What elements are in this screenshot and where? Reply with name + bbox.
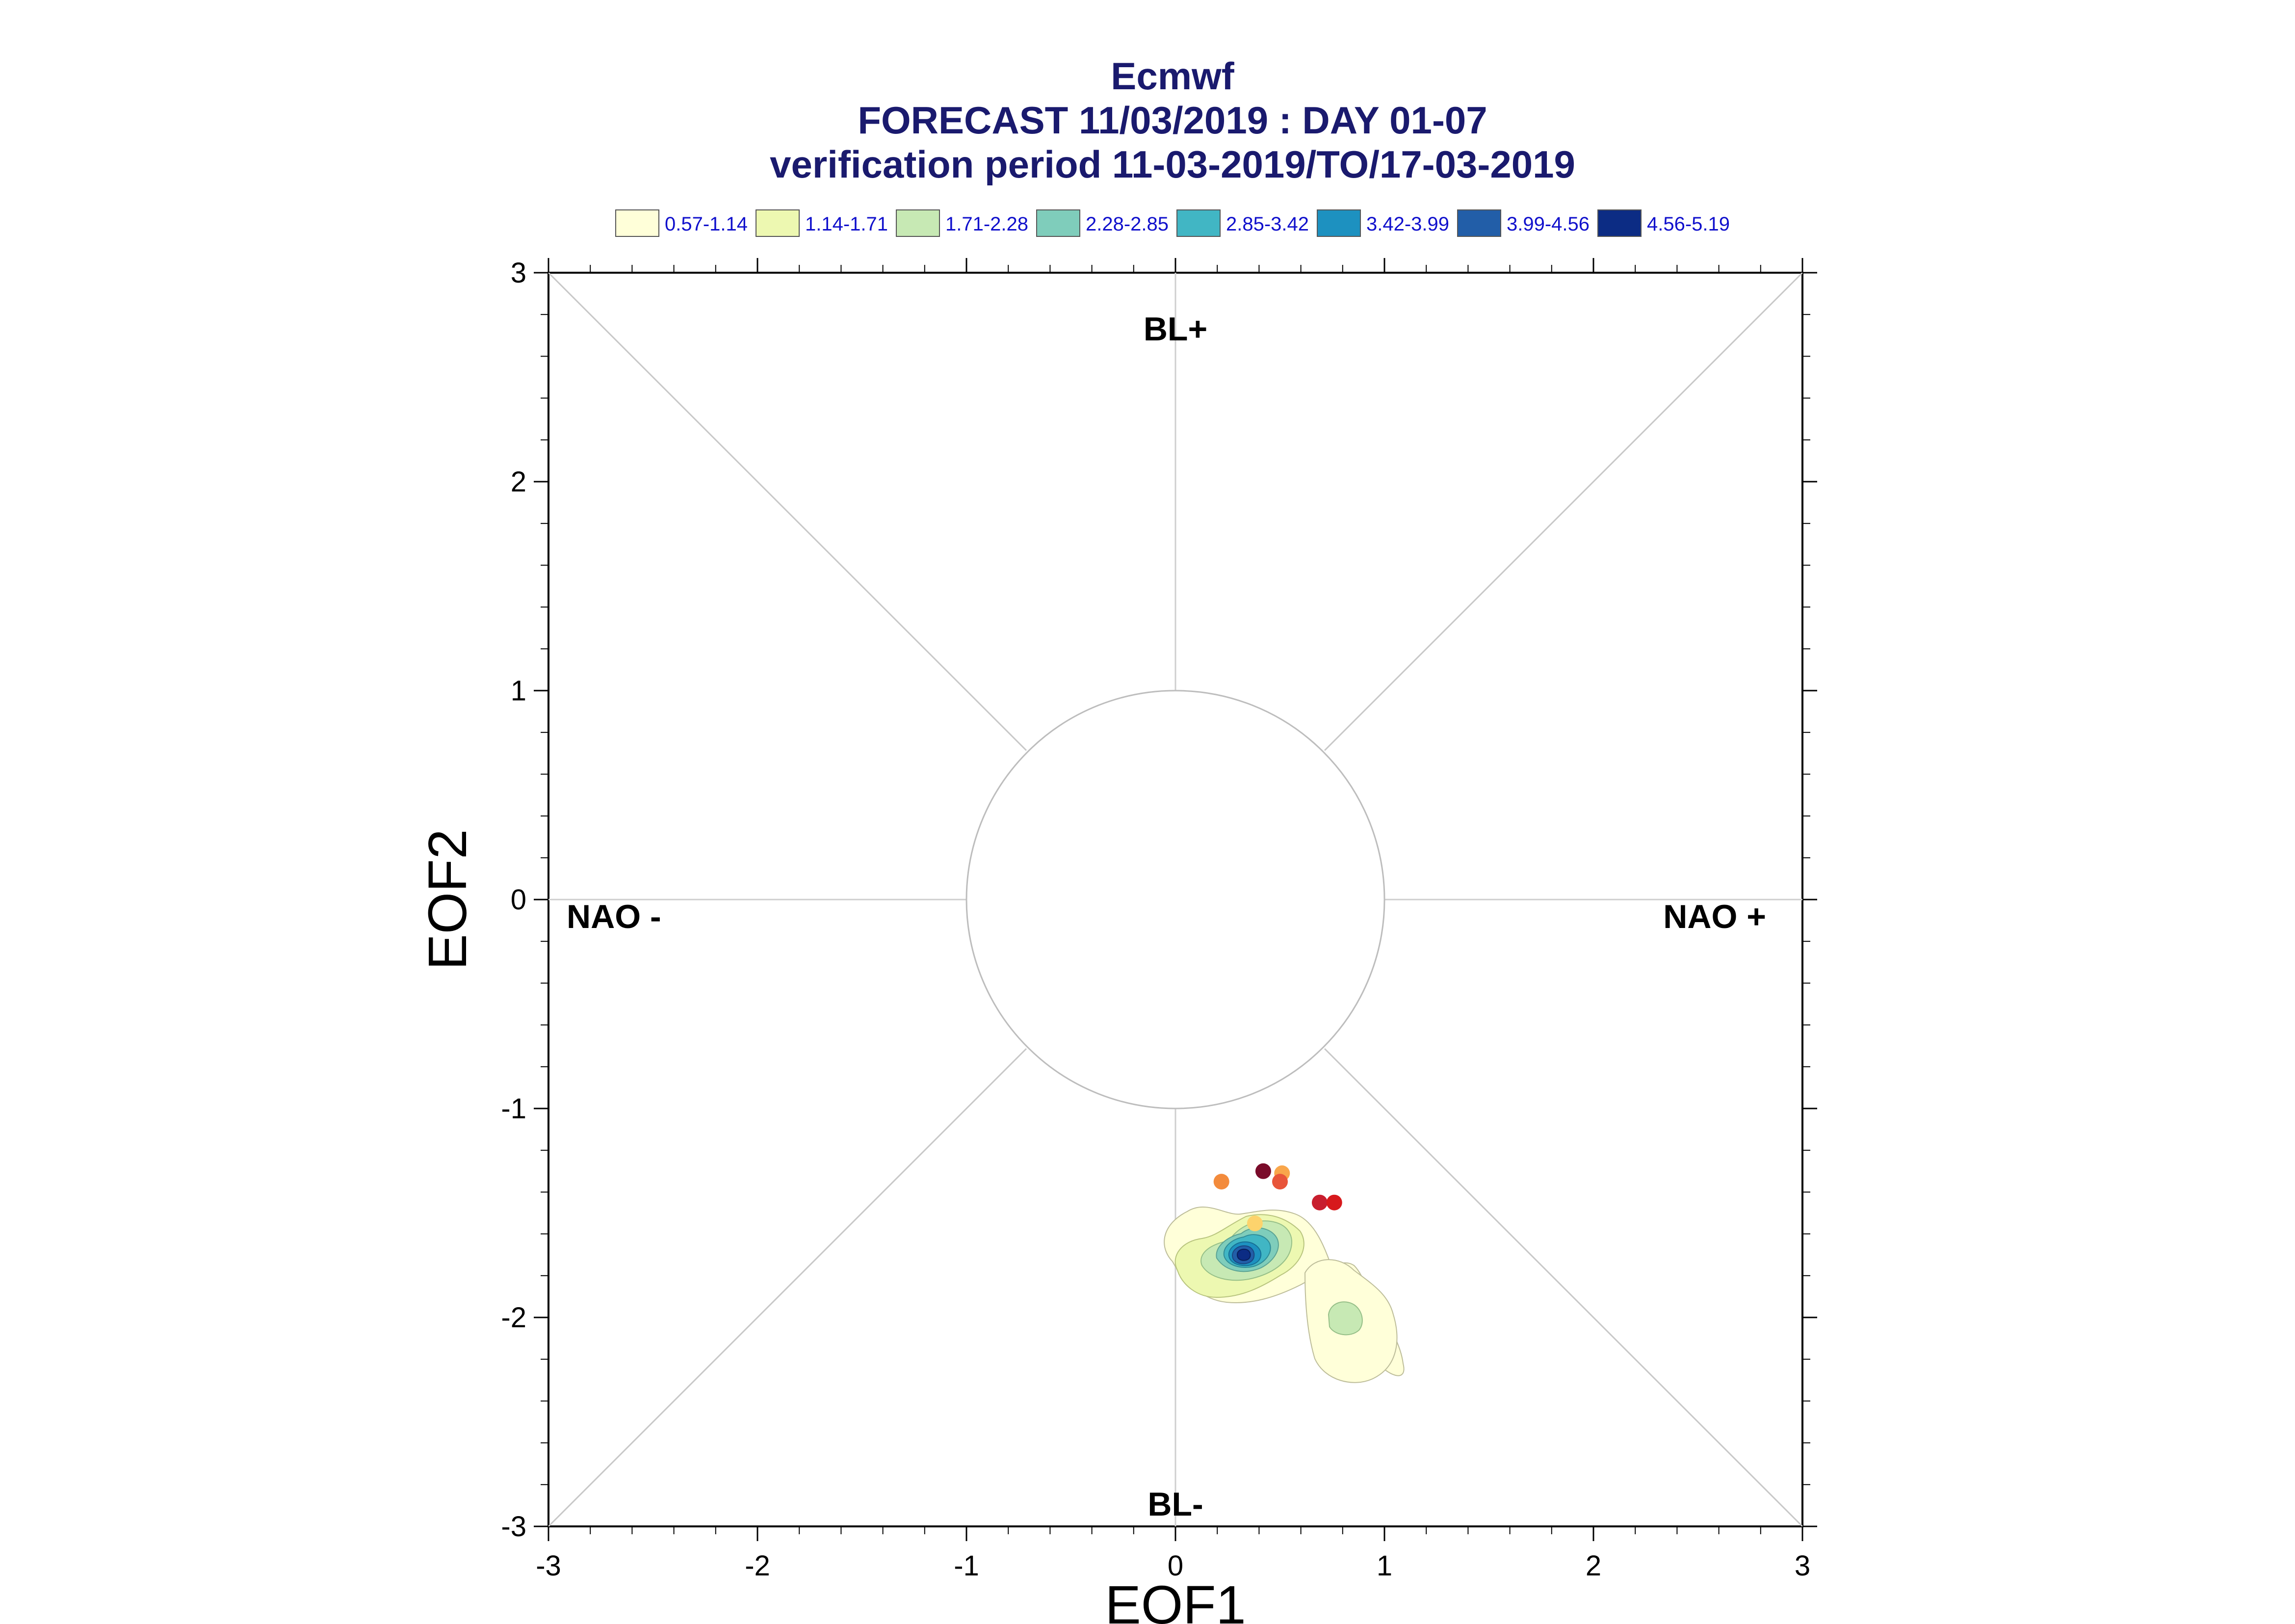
label-bl-minus: BL- [1148,1486,1203,1523]
legend-swatch [896,209,940,237]
density-legend: 0.57-1.14 1.14-1.71 1.71-2.28 2.28-2.85 2.85… [615,209,1730,237]
label-nao-plus: NAO + [1663,898,1766,935]
label-nao-minus: NAO - [567,898,661,935]
density-level-8 [1236,1248,1251,1261]
plot-area: BL+ BL- NAO - NAO + [548,272,1803,1527]
chart-title: Ecmwf [1111,54,1234,98]
legend-label: 0.57-1.14 [665,213,748,235]
legend-swatch [1597,209,1642,237]
diagonal-line [548,272,1027,751]
member-point [1311,1194,1328,1211]
legend-swatch [1036,209,1080,237]
chart-subtitle: FORECAST 11/03/2019 : DAY 01-07 [858,99,1487,142]
member-points [1213,1163,1342,1232]
label-bl-plus: BL+ [1144,310,1207,348]
density-level-2-lobe [1328,1301,1363,1336]
member-point [1255,1163,1271,1179]
member-point [1272,1174,1288,1190]
member-point [1326,1194,1342,1211]
diagonal-line [1324,272,1803,751]
member-point [1247,1215,1263,1232]
x-tick-label: -3 [536,1550,561,1582]
legend-label: 1.71-2.28 [945,213,1028,235]
legend-label: 4.56-5.19 [1647,213,1730,235]
x-axis-title: EOF1 [1105,1575,1246,1624]
legend-swatch [756,209,800,237]
x-tick-label: -2 [745,1550,770,1582]
legend-swatch [1457,209,1501,237]
legend-label: 3.99-4.56 [1507,213,1590,235]
legend-swatch [1317,209,1361,237]
y-tick-label: 3 [511,257,526,289]
x-tick-label: 3 [1795,1550,1810,1582]
y-tick-label: -3 [501,1511,526,1543]
axis-ticks: -3 -3 -2 -2 -1 -1 0 0 1 1 2 2 3 3 [501,257,1817,1582]
y-tick-label: 0 [511,884,526,916]
legend-swatch [1176,209,1221,237]
unit-circle [965,690,1385,1109]
legend-swatch [615,209,659,237]
x-tick-label: 0 [1168,1550,1183,1582]
member-point [1213,1174,1229,1190]
legend-label: 2.85-3.42 [1226,213,1309,235]
legend-label: 2.28-2.85 [1086,213,1169,235]
density-contours [1164,1206,1405,1383]
y-tick-label: -1 [501,1093,526,1125]
legend-label: 3.42-3.99 [1366,213,1449,235]
x-tick-label: 1 [1377,1550,1392,1582]
diagonal-line [548,1048,1027,1527]
x-tick-label: 2 [1586,1550,1601,1582]
y-tick-label: -2 [501,1302,526,1334]
y-axis-title: EOF2 [417,829,478,970]
legend-label: 1.14-1.71 [805,213,888,235]
y-tick-label: 2 [511,466,526,498]
x-tick-label: -1 [954,1550,979,1582]
diagonal-line [1324,1048,1803,1527]
chart-subtitle-period: verification period 11-03-2019/TO/17-03-… [770,143,1575,186]
y-tick-label: 1 [511,675,526,707]
